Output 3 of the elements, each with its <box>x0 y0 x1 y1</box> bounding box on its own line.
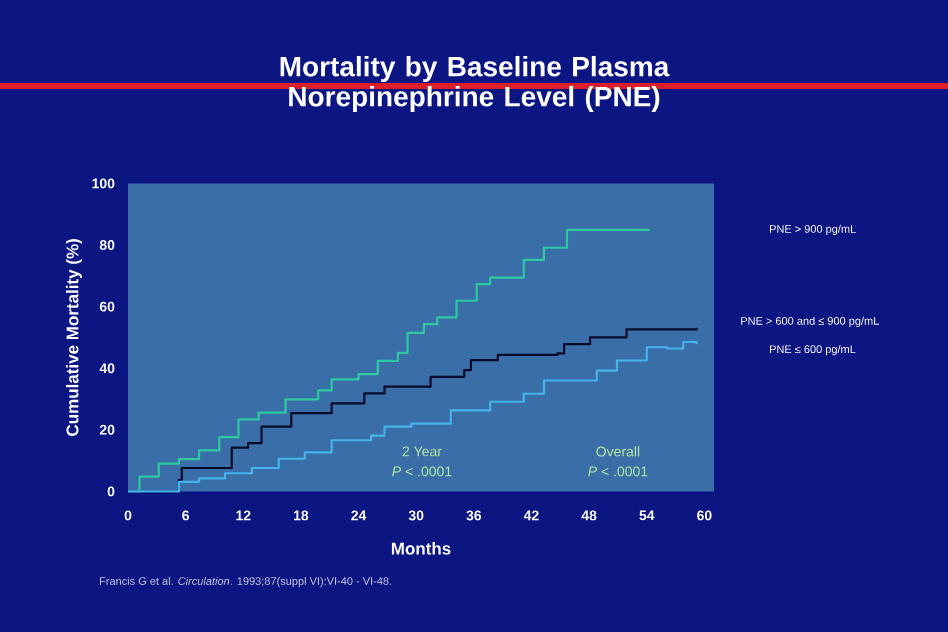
y-axis-title: Cumulative Mortality (%) <box>65 239 82 436</box>
chart-title: Mortality by Baseline Plasma Norepinephrine Level (PNE) <box>280 55 670 113</box>
x-axis-title: Months <box>391 542 451 555</box>
